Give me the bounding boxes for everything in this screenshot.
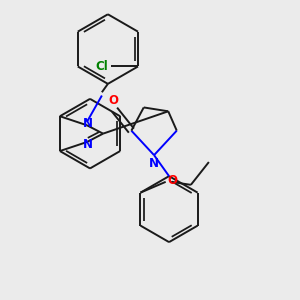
Text: N: N <box>149 157 159 170</box>
Text: N: N <box>83 117 93 130</box>
Text: Cl: Cl <box>95 60 108 73</box>
Text: O: O <box>168 174 178 187</box>
Text: N: N <box>83 138 93 151</box>
Text: O: O <box>109 94 118 107</box>
